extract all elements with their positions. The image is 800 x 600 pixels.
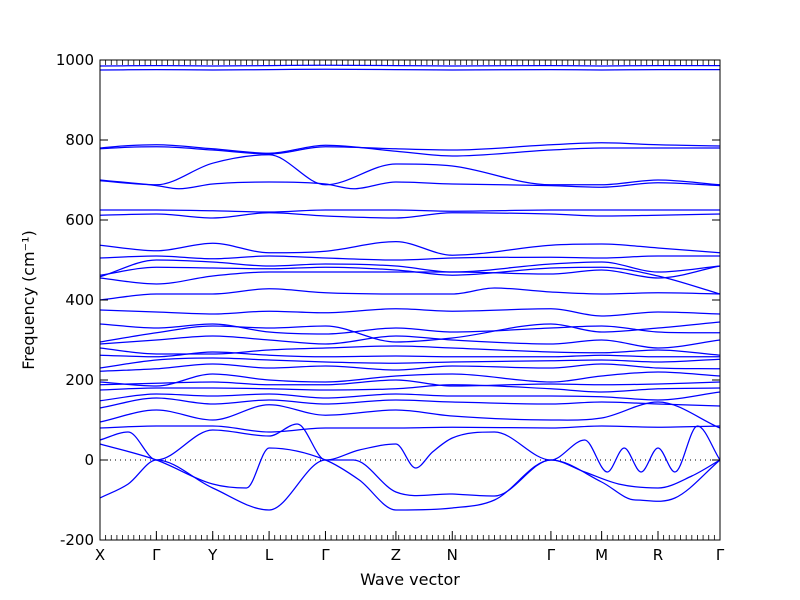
band-line-17 [99, 321, 721, 343]
band-line-21 [99, 357, 721, 369]
series-layer [99, 64, 721, 511]
y-tick-label: -200 [60, 531, 94, 549]
y-tick-label: 600 [65, 211, 94, 229]
band-line-24 [99, 379, 721, 387]
band-line-2 [99, 64, 720, 67]
y-tick-label: 200 [65, 371, 94, 389]
band-line-23 [99, 371, 721, 387]
x-tick-label: R [653, 546, 663, 564]
x-tick-label: L [265, 546, 274, 564]
band-line-7 [99, 209, 720, 213]
band-line-6 [99, 179, 721, 190]
x-tick-label: Z [391, 546, 401, 564]
y-tick-label: 400 [65, 291, 94, 309]
band-line-26 [99, 391, 721, 402]
band-line-27 [99, 397, 721, 409]
band-line-28 [99, 401, 721, 429]
band-line-22 [99, 363, 721, 372]
band-line-31 [99, 443, 721, 511]
x-tick-label: Γ [321, 546, 330, 564]
band-line-5 [99, 154, 721, 186]
band-line-25 [99, 384, 721, 393]
x-axis-title: Wave vector [360, 570, 460, 589]
x-tick-label: Γ [152, 546, 161, 564]
band-line-13 [99, 265, 721, 285]
band-line-12 [99, 266, 721, 295]
band-line-29 [99, 425, 721, 433]
x-tick-label: X [95, 546, 105, 564]
band-line-9 [99, 240, 721, 256]
y-tick-label: 1000 [56, 51, 94, 69]
band-line-20 [99, 351, 720, 358]
band-line-30 [99, 423, 721, 473]
band-line-11 [99, 259, 721, 278]
band-line-18 [99, 335, 721, 349]
band-line-10 [99, 255, 720, 261]
x-tick-label: Γ [547, 546, 556, 564]
band-line-19 [99, 345, 721, 356]
band-line-1 [99, 68, 720, 71]
band-line-16 [99, 323, 721, 335]
x-tick-label: M [595, 546, 608, 564]
band-line-14 [99, 287, 721, 301]
x-tick-label: N [447, 546, 458, 564]
y-tick-label: 800 [65, 131, 94, 149]
minor-tick-layer [99, 60, 721, 540]
band-line-15 [99, 308, 721, 317]
x-tick-label: Γ [716, 546, 725, 564]
x-tick-label: Y [207, 546, 218, 564]
band-line-8 [99, 212, 721, 219]
band-line-32 [99, 459, 721, 511]
y-tick-label: 0 [84, 451, 94, 469]
y-axis-title: Frequency (cm⁻¹) [19, 230, 38, 369]
plot-frame [99, 59, 721, 541]
band-line-4 [99, 144, 720, 157]
